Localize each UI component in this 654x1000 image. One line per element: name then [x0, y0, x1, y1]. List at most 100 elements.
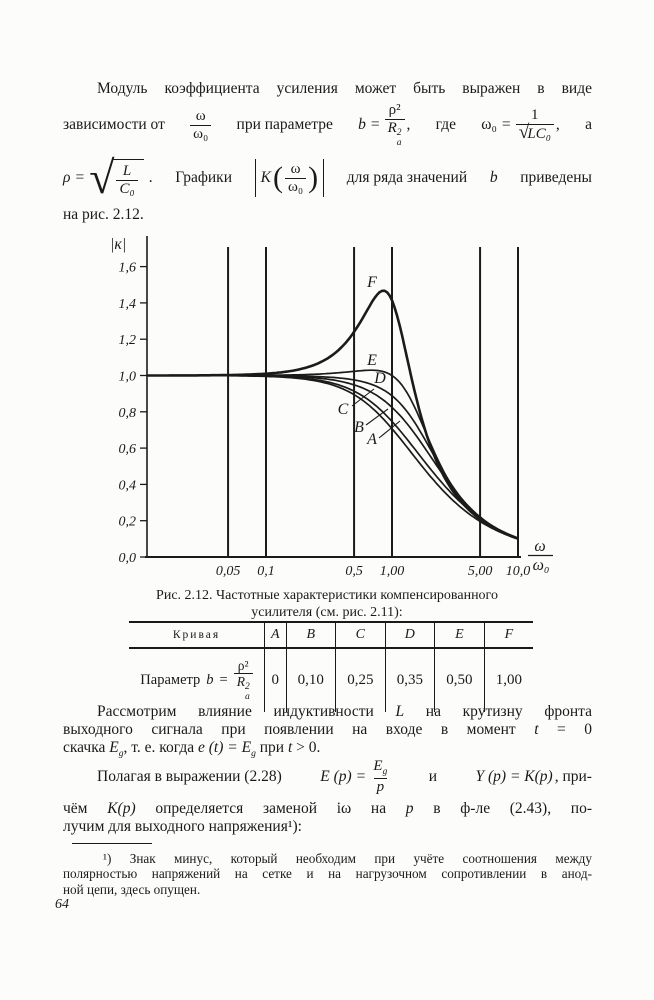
- text-run: = 0: [557, 720, 593, 738]
- y-tick-label: 0,2: [119, 515, 137, 530]
- y-axis-title: |к|: [110, 236, 126, 253]
- formula-line: Полагая в выражении (2.28) E (p) = Eg p и…: [63, 758, 592, 796]
- abs-K-expression: K ( ω ω₀ ): [254, 158, 325, 198]
- table-corner-cell: Кривая: [129, 622, 265, 649]
- formula-Yp: Y (p) = K(p), при-: [476, 768, 592, 786]
- radicand: LC₀: [527, 124, 551, 142]
- text-run: где: [435, 116, 457, 133]
- text-run: Полагая в выражении (2.28): [97, 768, 282, 786]
- fraction-l-c0: L C₀: [116, 163, 138, 198]
- numerator: ω: [290, 160, 301, 177]
- column-header: F: [483, 622, 533, 649]
- radical-sign: √: [518, 122, 530, 143]
- formula-line: зависимости от ω ω₀ при параметре b = ρ² R…: [63, 100, 592, 150]
- curve-label-E: E: [366, 352, 377, 369]
- math-var: K: [260, 169, 271, 186]
- math-var: E: [373, 758, 383, 775]
- x-tick-label: 5,00: [468, 564, 493, 579]
- text-run: лучим для выходного напряжения¹):: [63, 817, 302, 835]
- formula-Ep: E (p) = Eg p: [320, 758, 390, 795]
- text-run: , т. е. когда: [123, 738, 195, 756]
- text-run: Рассмотрим влияние индуктивности: [97, 703, 374, 720]
- curve-letter: A: [270, 627, 280, 642]
- frequency-response-chart: 0,05 0,1 0,5 1,00 5,00 10,0 0,0 0,2 0,4 0,6 0,8 1,0…: [110, 236, 553, 579]
- x-axis-title-numerator: ω: [534, 538, 545, 555]
- x-tick-label: 0,1: [257, 564, 275, 579]
- x-tick-label: 0,5: [345, 564, 363, 579]
- math-var: ρ: [63, 169, 71, 186]
- curve-leader-B: [365, 408, 389, 426]
- curve-letter: D: [404, 627, 415, 642]
- denominator: C₀: [116, 179, 138, 198]
- text-run: Графики: [175, 169, 232, 186]
- fraction-eg-p: Eg p: [370, 758, 390, 795]
- math-var: R: [387, 119, 397, 136]
- text-run: на рис. 2.12.: [63, 206, 144, 223]
- text-run: чём: [63, 800, 88, 817]
- equals-sign: =: [370, 115, 380, 133]
- math-var: Y (p) = K(p): [475, 768, 553, 786]
- radical-sign: √: [89, 151, 115, 203]
- period: .: [148, 169, 153, 186]
- column-header: B: [285, 622, 336, 649]
- row-label-cell: Параметр b = ρ² R 2 a: [129, 648, 265, 712]
- fraction-rho-ra: ρ² R 2 a: [233, 658, 253, 703]
- math-var: p: [376, 778, 385, 795]
- math-var: L: [395, 703, 405, 720]
- figure-2-12: 0,05 0,1 0,5 1,00 5,00 10,0 0,0 0,2 0,4 0,6 0,8 1,0…: [0, 228, 654, 588]
- page-number: 64: [55, 897, 69, 912]
- subscript: g: [251, 747, 256, 759]
- denominator: ω₀: [285, 177, 307, 196]
- y-tick-label: 1,4: [119, 297, 137, 312]
- right-paren: ): [308, 160, 319, 194]
- text-line: выходного сигнала при появлении на входе…: [63, 721, 592, 739]
- numerator: 1: [531, 107, 539, 124]
- math-var: t: [534, 720, 539, 738]
- comma: ,: [555, 116, 560, 133]
- column-header: E: [434, 622, 485, 649]
- text-run: при параметре: [236, 116, 333, 133]
- caption-line: усилителя (см. рис. 2.11):: [251, 605, 403, 620]
- x-axis-title-denominator: ω₀: [533, 557, 550, 574]
- math-var: b: [206, 671, 214, 688]
- curve-F: [147, 289, 519, 540]
- x-tick-label: 0,05: [216, 564, 241, 579]
- math-var: e (t) = E: [198, 738, 252, 756]
- value-cell: 0,10: [285, 648, 336, 712]
- text-line: чём K(p) определяется заменой iω на p в …: [63, 800, 592, 818]
- column-header: A: [264, 622, 286, 649]
- curve-label-D: D: [373, 370, 386, 387]
- value-cell: 0,50: [434, 648, 485, 712]
- math-var: ω₀: [481, 116, 497, 133]
- caption-line: Рис. 2.12. Частотные характеристики комп…: [156, 588, 498, 603]
- footnote-line: ной цепи, здесь опущен.: [63, 881, 201, 897]
- fraction-rho-ra: ρ² R 2 a: [384, 102, 405, 149]
- superscript: 2: [396, 127, 402, 138]
- subscript: a: [396, 137, 402, 148]
- curve-label-B: B: [354, 419, 364, 436]
- text-run: а: [585, 116, 592, 133]
- text-run: определяется заменой iω на: [155, 800, 387, 817]
- curve-C: [147, 374, 519, 539]
- paragraph-laplace: Полагая в выражении (2.28) E (p) = Eg p и…: [63, 758, 592, 836]
- curve-label-C: C: [338, 401, 349, 418]
- curve-E: [147, 369, 519, 540]
- equals-sign: =: [356, 768, 366, 786]
- equals-sign: =: [75, 169, 85, 186]
- column-header: D: [384, 622, 435, 649]
- text-run: Модуль коэффициента усиления может быть …: [97, 80, 592, 97]
- fraction-omega: ω ω₀: [190, 108, 212, 143]
- x-tick-label: 10,0: [506, 564, 531, 579]
- text-line: скачка Eg, т. е. когда e (t) = Eg при t …: [63, 739, 592, 763]
- denominator: √LC₀: [515, 122, 554, 143]
- text-run: при: [259, 738, 285, 756]
- text-run: зависимости от: [63, 116, 165, 133]
- value-cell: 0: [264, 648, 286, 712]
- fraction-one-sqrt: 1 √LC₀: [515, 107, 554, 143]
- text-line: Рассмотрим влияние индуктивности L на кр…: [63, 703, 592, 721]
